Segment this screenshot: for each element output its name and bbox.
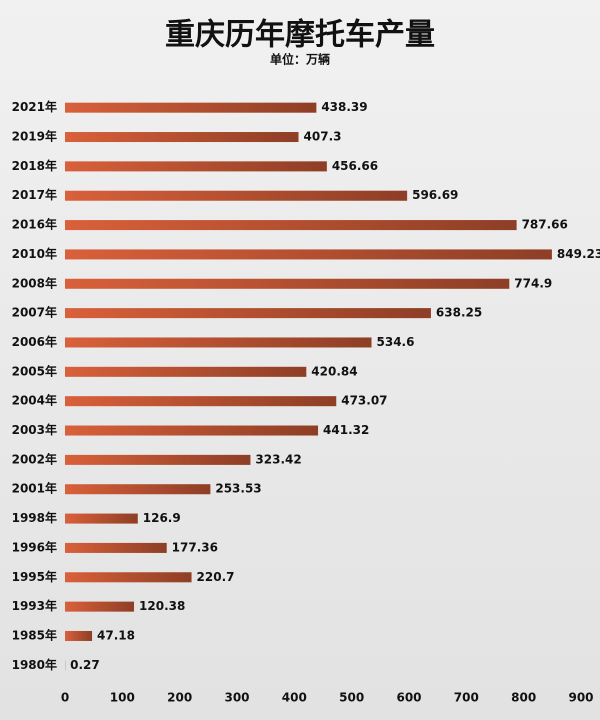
x-tick-label: 900: [568, 691, 593, 705]
x-tick-label: 300: [224, 691, 249, 705]
data-label: 323.42: [255, 452, 301, 466]
y-tick-label: 2021年: [12, 99, 57, 114]
x-tick-label: 600: [396, 691, 421, 705]
bar-shade: [65, 308, 431, 319]
y-tick-label: 2010年: [12, 246, 57, 261]
y-tick-label: 2001年: [12, 481, 57, 496]
bar-shade: [65, 484, 211, 495]
bar-shade: [65, 601, 135, 612]
y-tick-label: 1996年: [12, 539, 57, 554]
data-label: 420.84: [311, 364, 357, 378]
y-tick-label: 2019年: [12, 129, 57, 144]
x-tick-label: 400: [282, 691, 307, 705]
chart-subtitle: 单位：万辆: [270, 52, 330, 67]
bar-shade: [65, 513, 138, 524]
data-label: 126.9: [143, 511, 181, 525]
y-tick-label: 1995年: [12, 569, 57, 584]
bar-shade: [65, 572, 192, 583]
data-label: 120.38: [139, 599, 185, 613]
data-label: 596.69: [412, 188, 458, 202]
x-tick-label: 0: [61, 691, 69, 705]
x-tick-label: 100: [110, 691, 135, 705]
chart-title: 重庆历年摩托车产量: [165, 18, 435, 53]
bar-shade: [65, 132, 299, 143]
data-label: 774.9: [514, 276, 552, 290]
bar-shade: [65, 425, 319, 436]
data-label: 438.39: [321, 100, 367, 114]
bar-shade: [65, 190, 408, 201]
data-label: 0.27: [70, 658, 100, 672]
y-tick-label: 2003年: [12, 422, 57, 437]
y-tick-label: 2007年: [12, 305, 57, 320]
bar-shade: [65, 454, 251, 465]
y-tick-label: 2002年: [12, 451, 57, 466]
x-tick-label: 700: [454, 691, 479, 705]
bar-shade: [65, 220, 517, 231]
y-tick-label: 2018年: [12, 158, 57, 173]
bar-shade: [65, 102, 317, 113]
data-label: 849.23: [557, 247, 600, 261]
bar-shade: [65, 161, 327, 172]
y-tick-label: 1980年: [12, 657, 57, 672]
bar-shade: [65, 396, 337, 407]
bar-shade: [65, 542, 167, 553]
x-tick-label: 500: [339, 691, 364, 705]
x-tick-label: 800: [511, 691, 536, 705]
data-label: 787.66: [522, 218, 568, 232]
data-label: 473.07: [341, 394, 387, 408]
data-label: 47.18: [97, 628, 135, 642]
y-tick-label: 1985年: [12, 627, 57, 642]
data-label: 253.53: [215, 482, 261, 496]
data-label: 407.3: [304, 130, 342, 144]
bar-shade: [65, 366, 307, 377]
bar-shade: [65, 249, 552, 260]
y-tick-label: 2008年: [12, 275, 57, 290]
y-tick-label: 2016年: [12, 217, 57, 232]
bar-shade: [65, 337, 372, 348]
y-tick-label: 2017年: [12, 187, 57, 202]
y-tick-label: 2005年: [12, 363, 57, 378]
x-tick-label: 200: [167, 691, 192, 705]
y-tick-label: 1998年: [12, 510, 57, 525]
data-label: 638.25: [436, 306, 482, 320]
data-label: 220.7: [197, 570, 235, 584]
data-label: 534.6: [377, 335, 415, 349]
data-label: 441.32: [323, 423, 369, 437]
data-label: 177.36: [172, 540, 218, 554]
y-tick-label: 2006年: [12, 334, 57, 349]
bar-shade: [65, 630, 93, 641]
y-tick-label: 2004年: [12, 393, 57, 408]
y-tick-label: 1993年: [12, 598, 57, 613]
bar-shade: [65, 278, 510, 289]
data-label: 456.66: [332, 159, 378, 173]
